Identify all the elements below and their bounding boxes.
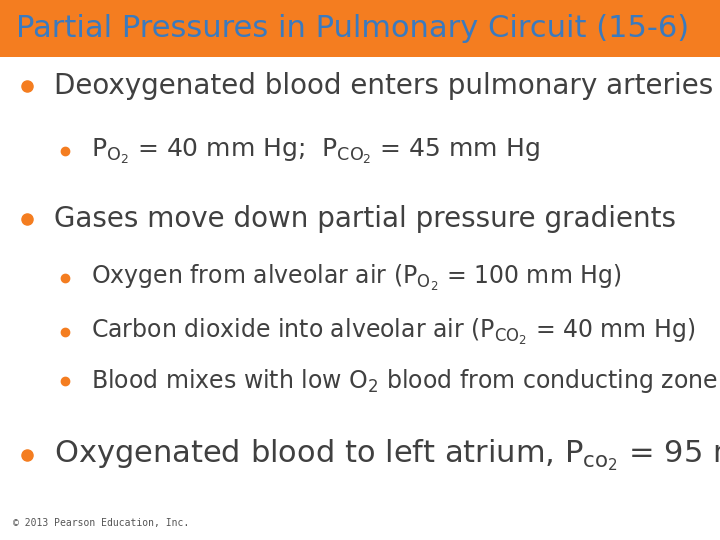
Text: $\mathregular{P}_{\mathregular{O}_2}$ = 40 mm Hg;  $\mathregular{P}_{\mathregula: $\mathregular{P}_{\mathregular{O}_2}$ = …: [91, 137, 540, 166]
Text: Oxygenated blood to left atrium, $\mathregular{P}_{\mathregular{co}_2}$ = 95 mm : Oxygenated blood to left atrium, $\mathr…: [54, 437, 720, 472]
Text: Blood mixes with low $\mathregular{O}_2$ blood from conducting zone: Blood mixes with low $\mathregular{O}_2$…: [91, 367, 719, 395]
Text: Gases move down partial pressure gradients: Gases move down partial pressure gradien…: [54, 205, 676, 233]
Text: Deoxygenated blood enters pulmonary arteries: Deoxygenated blood enters pulmonary arte…: [54, 72, 714, 100]
Bar: [0, 0, 720, 57]
Text: © 2013 Pearson Education, Inc.: © 2013 Pearson Education, Inc.: [13, 518, 189, 528]
Text: Carbon dioxide into alveolar air ($\mathregular{P}_{\mathregular{CO}_2}$ = 40 mm: Carbon dioxide into alveolar air ($\math…: [91, 317, 696, 347]
Text: Partial Pressures in Pulmonary Circuit (15-6): Partial Pressures in Pulmonary Circuit (…: [16, 14, 689, 43]
Text: Oxygen from alveolar air ($\mathregular{P}_{\mathregular{O}_2}$ = 100 mm Hg): Oxygen from alveolar air ($\mathregular{…: [91, 263, 622, 293]
